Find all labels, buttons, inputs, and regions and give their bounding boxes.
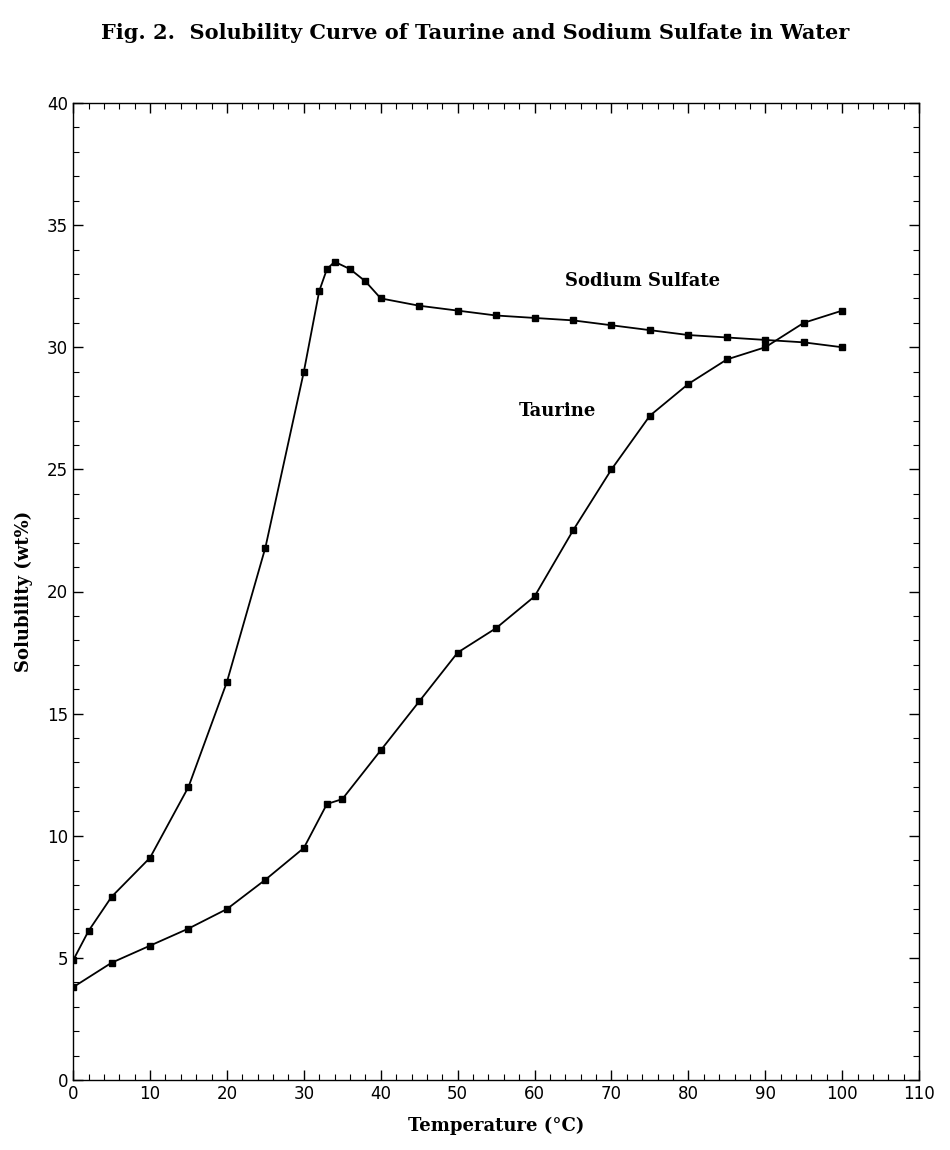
Text: Sodium Sulfate: Sodium Sulfate: [565, 273, 720, 290]
X-axis label: Temperature (°C): Temperature (°C): [408, 1117, 584, 1135]
Y-axis label: Solubility (wt%): Solubility (wt%): [15, 511, 33, 672]
Text: Taurine: Taurine: [520, 401, 597, 420]
Text: Fig. 2.  Solubility Curve of Taurine and Sodium Sulfate in Water: Fig. 2. Solubility Curve of Taurine and …: [101, 23, 849, 43]
